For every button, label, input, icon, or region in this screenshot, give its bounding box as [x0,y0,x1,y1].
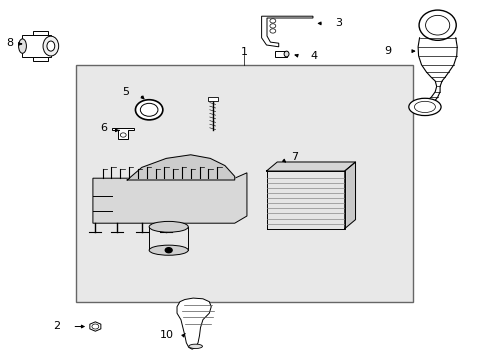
Bar [33,31,48,35]
Circle shape [135,100,163,120]
Text: 8: 8 [6,38,14,48]
Circle shape [165,248,172,253]
Polygon shape [177,298,211,349]
Polygon shape [93,173,246,223]
Polygon shape [344,162,355,229]
Ellipse shape [149,221,188,232]
Text: 7: 7 [290,152,298,162]
Text: 3: 3 [334,18,341,28]
Ellipse shape [149,245,188,255]
Ellipse shape [47,41,55,51]
Text: 1: 1 [241,47,247,57]
Text: 2: 2 [53,321,60,331]
Polygon shape [90,322,101,331]
Text: 4: 4 [310,51,317,61]
Circle shape [269,19,275,23]
Text: 9: 9 [383,46,390,57]
Ellipse shape [408,98,440,116]
Ellipse shape [43,36,59,56]
Circle shape [269,29,275,33]
Polygon shape [266,162,355,171]
Text: 6: 6 [101,123,107,133]
Polygon shape [261,16,312,47]
Ellipse shape [414,101,434,113]
Ellipse shape [418,10,455,40]
Bar [76,65,412,302]
Ellipse shape [19,39,26,53]
Bar [274,51,286,57]
Ellipse shape [425,15,449,35]
Polygon shape [112,128,134,139]
Text: 5: 5 [122,87,129,97]
Polygon shape [266,171,344,229]
Ellipse shape [188,344,202,348]
Polygon shape [127,155,234,180]
Bar [33,57,48,61]
Circle shape [140,103,158,116]
Ellipse shape [284,51,288,57]
Bar [207,97,217,101]
Circle shape [269,24,275,28]
Bar [22,35,51,57]
Text: 10: 10 [159,330,173,340]
Circle shape [120,133,126,137]
Circle shape [92,324,99,329]
